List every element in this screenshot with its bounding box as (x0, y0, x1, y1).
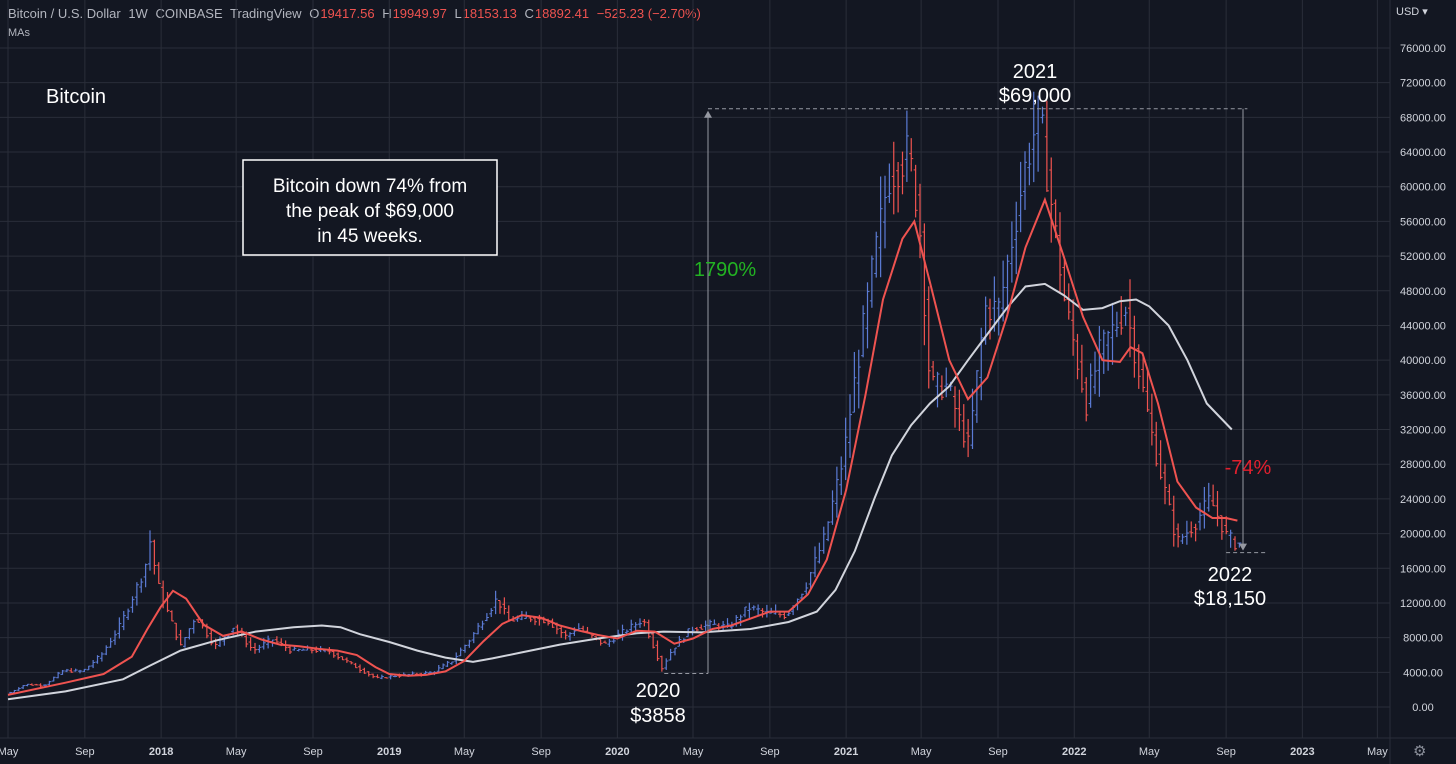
x-tick-label: 2020 (605, 746, 629, 758)
x-tick-label: 2022 (1062, 746, 1086, 758)
y-tick-label: 40000.00 (1400, 355, 1446, 367)
y-tick-label: 56000.00 (1400, 216, 1446, 228)
low2022-year: 2022 (1208, 564, 1253, 586)
x-tick-label: Sep (75, 746, 95, 758)
interval[interactable]: 1W (128, 6, 148, 21)
gain-label: 1790% (694, 259, 756, 281)
low-label: L (454, 6, 462, 21)
x-tick-label: Sep (760, 746, 780, 758)
peak-price: $69,000 (999, 85, 1071, 107)
chart-title: Bitcoin (46, 86, 106, 108)
close-label: C (524, 6, 534, 21)
x-tick-label: May (454, 746, 475, 758)
box-line-3: in 45 weeks. (317, 226, 423, 247)
x-tick-label: May (911, 746, 932, 758)
indicator-legend[interactable]: MAs (8, 27, 30, 39)
y-tick-label: 4000.00 (1403, 667, 1443, 679)
measure-tools (664, 108, 1268, 675)
low2020-price: $3858 (630, 705, 686, 727)
open-label: O (309, 6, 320, 21)
time-axis[interactable]: May Sep 2018 May Sep 2019 May Sep 2020 May Sep 2021… (0, 746, 1388, 758)
y-tick-label: 0.00 (1412, 702, 1433, 714)
ma-fast-line (7, 196, 1238, 696)
y-tick-label: 28000.00 (1400, 459, 1446, 471)
loss-label: -74% (1225, 457, 1272, 479)
x-tick-label: 2018 (149, 746, 173, 758)
currency-selector[interactable]: USD ▾ (1396, 5, 1428, 18)
x-tick-label: May (1139, 746, 1160, 758)
close-value: 18892.41 (534, 6, 590, 21)
y-tick-label: 76000.00 (1400, 43, 1446, 55)
y-tick-label: 48000.00 (1400, 286, 1446, 298)
gear-icon[interactable]: ⚙ (1413, 743, 1427, 760)
y-tick-label: 60000.00 (1400, 182, 1446, 194)
x-tick-label: May (683, 746, 704, 758)
price-axis[interactable]: 76000.00 72000.00 68000.00 64000.00 60000.00… (1400, 43, 1446, 714)
y-tick-label: 12000.00 (1400, 598, 1446, 610)
x-tick-label: May (1367, 746, 1388, 758)
x-tick-label: Sep (988, 746, 1008, 758)
peak-year: 2021 (1013, 61, 1058, 83)
x-tick-label: May (0, 746, 19, 758)
x-tick-label: 2023 (1290, 746, 1314, 758)
low2020-year: 2020 (636, 680, 681, 702)
y-tick-label: 8000.00 (1403, 633, 1443, 645)
y-tick-label: 20000.00 (1400, 529, 1446, 541)
y-tick-label: 68000.00 (1400, 112, 1446, 124)
price-bars (8, 91, 1242, 696)
measure-arrow-head (704, 110, 712, 118)
x-tick-label: May (226, 746, 247, 758)
box-line-2: the peak of $69,000 (286, 201, 454, 222)
exchange: COINBASE (155, 6, 223, 21)
chart-header: Bitcoin / U.S. Dollar 1W COINBASE Tradin… (8, 6, 705, 21)
x-tick-label: Sep (531, 746, 551, 758)
platform: TradingView (230, 6, 302, 21)
high-value: 19949.97 (392, 6, 447, 21)
annotation-box: Bitcoin down 74% from the peak of $69,00… (242, 159, 498, 256)
y-tick-label: 32000.00 (1400, 425, 1446, 437)
y-tick-label: 16000.00 (1400, 563, 1446, 575)
low2022-price: $18,150 (1194, 588, 1266, 610)
measure-arrow-head (1239, 543, 1247, 551)
x-tick-label: 2021 (834, 746, 858, 758)
y-tick-label: 52000.00 (1400, 251, 1446, 263)
change-value: −525.23 (−2.70%) (596, 6, 701, 21)
box-line-1: Bitcoin down 74% from (273, 176, 467, 197)
chevron-down-icon: ▾ (1422, 6, 1428, 18)
y-tick-label: 36000.00 (1400, 390, 1446, 402)
currency-label: USD (1396, 6, 1420, 18)
y-tick-label: 44000.00 (1400, 320, 1446, 332)
open-value: 19417.56 (320, 6, 375, 21)
ma-slow-line (7, 282, 1233, 701)
symbol-name[interactable]: Bitcoin / U.S. Dollar (8, 6, 121, 21)
y-tick-label: 64000.00 (1400, 147, 1446, 159)
y-tick-label: 72000.00 (1400, 78, 1446, 90)
high-label: H (382, 6, 392, 21)
x-tick-label: Sep (1216, 746, 1236, 758)
x-tick-label: Sep (303, 746, 323, 758)
y-tick-label: 24000.00 (1400, 494, 1446, 506)
moving-averages (7, 196, 1238, 701)
x-tick-label: 2019 (377, 746, 401, 758)
low-value: 18153.13 (462, 6, 517, 21)
